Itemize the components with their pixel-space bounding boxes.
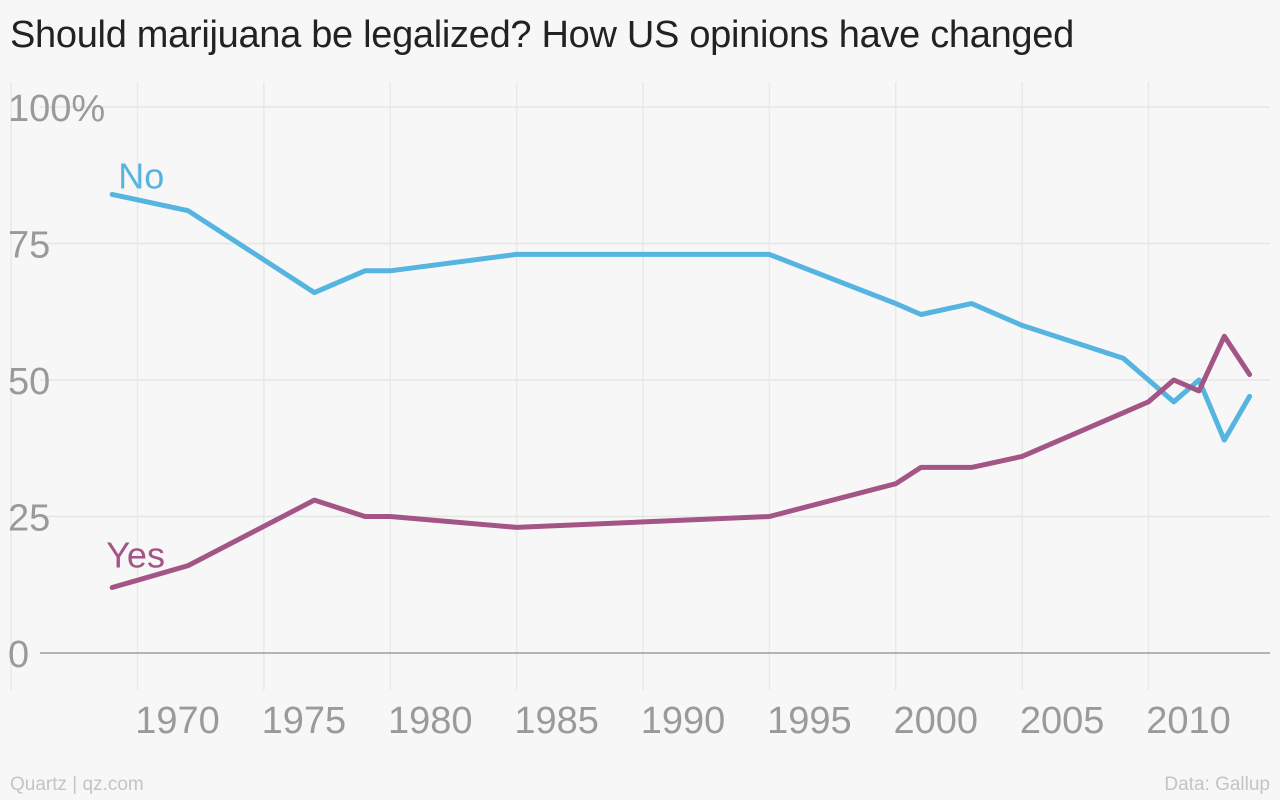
label-layer: No Yes (106, 155, 165, 575)
y-tick-label: 0 (8, 634, 29, 676)
footer-credit: Quartz | qz.com (10, 774, 144, 795)
y-tick-label: 50 (8, 361, 50, 403)
series-line-no (109, 191, 1253, 443)
y-tick-label: 100% (8, 88, 105, 130)
footer-source: Data: Gallup (1164, 774, 1270, 795)
x-tick-label: 1970 (135, 700, 220, 742)
axis-layer: 0 25 50 75 100% 1970 1975 1980 1985 1990 1995 2000 2… (8, 88, 1270, 742)
x-tick-label: 2005 (1020, 700, 1105, 742)
series-line-yes (109, 333, 1253, 590)
x-tick-label: 2000 (893, 700, 978, 742)
series-label-no: No (118, 155, 164, 196)
x-tick-label: 1990 (641, 700, 726, 742)
x-tick-label: 1975 (262, 700, 347, 742)
chart-title: Should marijuana be legalized? How US op… (10, 14, 1074, 56)
x-tick-label: 1985 (514, 700, 599, 742)
grid-layer (10, 82, 1270, 690)
y-tick-label: 25 (8, 498, 50, 540)
x-tick-label: 1995 (767, 700, 852, 742)
x-tick-label: 1980 (388, 700, 473, 742)
series-label-yes: Yes (106, 534, 165, 575)
series-layer (109, 191, 1253, 590)
y-tick-label: 75 (8, 225, 50, 267)
x-tick-label: 2010 (1146, 700, 1231, 742)
